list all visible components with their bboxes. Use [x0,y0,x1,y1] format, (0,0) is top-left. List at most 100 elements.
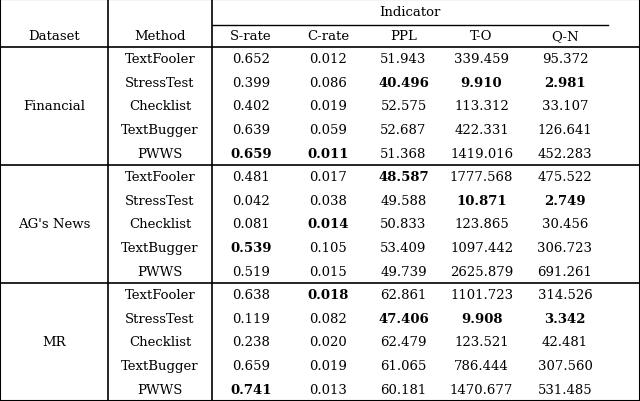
Text: 40.496: 40.496 [378,77,429,90]
Text: 0.652: 0.652 [232,53,270,66]
Text: PWWS: PWWS [138,265,182,278]
Text: 531.485: 531.485 [538,383,592,396]
Text: 0.082: 0.082 [309,312,347,325]
Text: TextBugger: TextBugger [121,359,199,372]
Text: PWWS: PWWS [138,383,182,396]
Text: 52.575: 52.575 [380,100,427,113]
Text: 1777.568: 1777.568 [450,171,513,184]
Text: 0.238: 0.238 [232,336,270,348]
Text: Checklist: Checklist [129,218,191,231]
Text: 422.331: 422.331 [454,124,509,137]
Text: 47.406: 47.406 [378,312,429,325]
Text: 0.017: 0.017 [309,171,347,184]
Text: TextBugger: TextBugger [121,124,199,137]
Text: 475.522: 475.522 [538,171,592,184]
Text: 10.871: 10.871 [456,194,507,207]
Text: 61.065: 61.065 [380,359,427,372]
Text: 52.687: 52.687 [380,124,427,137]
Text: 60.181: 60.181 [380,383,427,396]
Text: 0.012: 0.012 [309,53,347,66]
Text: 0.018: 0.018 [307,289,349,302]
Text: T-O: T-O [470,30,493,43]
Text: 62.861: 62.861 [380,289,427,302]
Text: Dataset: Dataset [28,30,80,43]
Text: 0.013: 0.013 [309,383,347,396]
Text: 9.908: 9.908 [461,312,502,325]
Text: AG's News: AG's News [18,218,90,231]
Text: 0.038: 0.038 [309,194,347,207]
Text: C-rate: C-rate [307,30,349,43]
Text: PWWS: PWWS [138,147,182,160]
Text: 691.261: 691.261 [538,265,593,278]
Text: 307.560: 307.560 [538,359,593,372]
Text: 2.749: 2.749 [544,194,586,207]
Text: 314.526: 314.526 [538,289,593,302]
Text: 0.059: 0.059 [309,124,347,137]
Text: StressTest: StressTest [125,312,195,325]
Text: 126.641: 126.641 [538,124,593,137]
Text: 9.910: 9.910 [461,77,502,90]
Text: 0.119: 0.119 [232,312,270,325]
Text: 0.019: 0.019 [309,100,347,113]
Text: TextFooler: TextFooler [125,289,195,302]
Text: StressTest: StressTest [125,194,195,207]
Text: 3.342: 3.342 [544,312,586,325]
Text: Checklist: Checklist [129,336,191,348]
Text: 33.107: 33.107 [541,100,588,113]
Text: 49.588: 49.588 [380,194,427,207]
Text: 0.105: 0.105 [309,241,347,255]
Text: 0.042: 0.042 [232,194,270,207]
Text: 51.943: 51.943 [380,53,427,66]
Text: 0.481: 0.481 [232,171,270,184]
Text: TextFooler: TextFooler [125,171,195,184]
Text: Checklist: Checklist [129,100,191,113]
Text: 51.368: 51.368 [380,147,427,160]
Text: Indicator: Indicator [380,6,441,20]
Text: PPL: PPL [390,30,417,43]
Text: 0.014: 0.014 [307,218,349,231]
Text: 95.372: 95.372 [541,53,588,66]
Text: 339.459: 339.459 [454,53,509,66]
Text: 0.020: 0.020 [309,336,347,348]
Text: 50.833: 50.833 [380,218,427,231]
Text: 53.409: 53.409 [380,241,427,255]
Text: TextFooler: TextFooler [125,53,195,66]
Text: 0.638: 0.638 [232,289,270,302]
Text: 0.539: 0.539 [230,241,272,255]
Text: 0.402: 0.402 [232,100,270,113]
Text: MR: MR [42,336,66,348]
Text: 786.444: 786.444 [454,359,509,372]
Text: 42.481: 42.481 [542,336,588,348]
Text: 1101.723: 1101.723 [450,289,513,302]
Text: 123.521: 123.521 [454,336,509,348]
Text: 49.739: 49.739 [380,265,427,278]
Text: 0.741: 0.741 [230,383,272,396]
Text: 1097.442: 1097.442 [450,241,513,255]
Text: 0.659: 0.659 [230,147,272,160]
Text: 48.587: 48.587 [378,171,429,184]
Text: TextBugger: TextBugger [121,241,199,255]
Text: StressTest: StressTest [125,77,195,90]
Text: 62.479: 62.479 [380,336,427,348]
Text: 30.456: 30.456 [542,218,588,231]
Text: 0.011: 0.011 [307,147,349,160]
Text: 0.659: 0.659 [232,359,270,372]
Text: Method: Method [134,30,186,43]
Text: S-rate: S-rate [230,30,272,43]
Text: 0.519: 0.519 [232,265,270,278]
Text: 452.283: 452.283 [538,147,592,160]
Text: 2.981: 2.981 [544,77,586,90]
Text: 0.086: 0.086 [309,77,347,90]
Text: Q-N: Q-N [551,30,579,43]
Text: 1419.016: 1419.016 [450,147,513,160]
Text: 0.015: 0.015 [309,265,347,278]
Text: 306.723: 306.723 [538,241,593,255]
Text: 0.399: 0.399 [232,77,270,90]
Text: 0.019: 0.019 [309,359,347,372]
Text: 0.639: 0.639 [232,124,270,137]
Text: 0.081: 0.081 [232,218,270,231]
Text: 123.865: 123.865 [454,218,509,231]
Text: 1470.677: 1470.677 [450,383,513,396]
Text: 2625.879: 2625.879 [450,265,513,278]
Text: Financial: Financial [23,100,85,113]
